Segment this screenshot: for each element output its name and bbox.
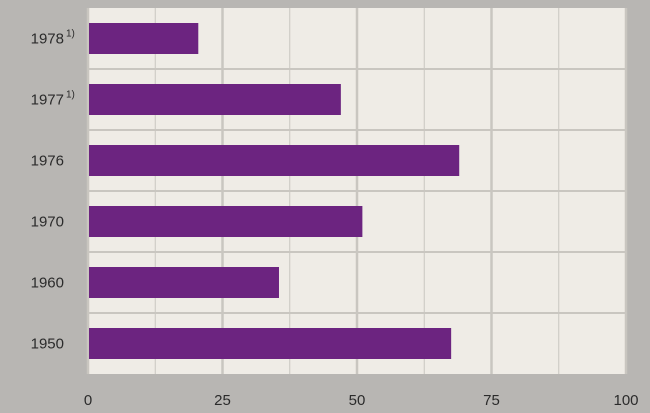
bar-1970 bbox=[89, 206, 363, 237]
bar-1978 bbox=[89, 23, 199, 54]
grid-lines bbox=[86, 8, 628, 374]
bars bbox=[89, 23, 460, 359]
category-label-1970: 1970 bbox=[31, 214, 64, 231]
x-tick-label-75: 75 bbox=[483, 392, 500, 409]
category-label-1977: 1977 bbox=[31, 92, 64, 109]
x-tick-label-0: 0 bbox=[84, 392, 92, 409]
bar-1976 bbox=[89, 145, 460, 176]
x-tick-label-50: 50 bbox=[349, 392, 366, 409]
category-footnote-1978: 1) bbox=[66, 29, 75, 40]
bar-1977 bbox=[89, 84, 341, 115]
bar-1950 bbox=[89, 328, 452, 359]
bar-1960 bbox=[89, 267, 279, 298]
x-tick-label-25: 25 bbox=[214, 392, 231, 409]
category-label-1978: 1978 bbox=[31, 31, 64, 48]
category-label-1960: 1960 bbox=[31, 275, 64, 292]
x-axis-tick-labels: 0 25 50 75 100 bbox=[84, 392, 639, 409]
category-footnote-1977: 1) bbox=[66, 90, 75, 101]
category-label-1950: 1950 bbox=[31, 336, 64, 353]
x-tick-label-100: 100 bbox=[613, 392, 638, 409]
category-label-1976: 1976 bbox=[31, 153, 64, 170]
